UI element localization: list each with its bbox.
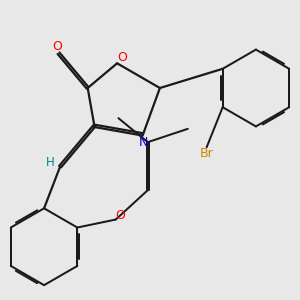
Text: O: O [115, 209, 125, 222]
Text: H: H [46, 156, 55, 169]
Text: O: O [118, 52, 128, 64]
Text: Br: Br [200, 147, 214, 160]
Text: O: O [52, 40, 62, 53]
Text: N: N [138, 136, 148, 149]
